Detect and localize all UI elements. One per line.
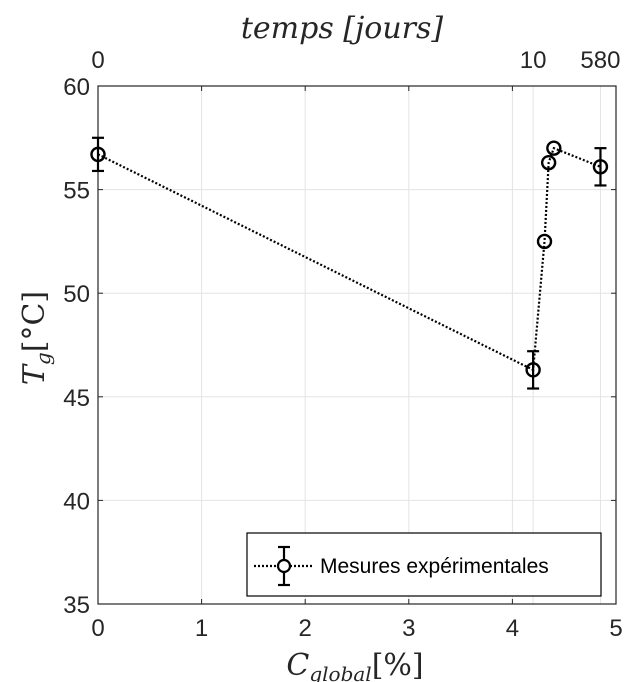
- y-tick-label-3: 50: [63, 281, 90, 308]
- y-axis-label-sub: g: [31, 352, 55, 365]
- y-tick-label-5: 60: [63, 74, 90, 101]
- data-point-0: [90, 146, 106, 163]
- x-tick-label-1: 1: [195, 615, 208, 642]
- plot-border: [97, 85, 617, 605]
- y-tick-label-0: 35: [63, 592, 90, 619]
- data-point-2: [536, 233, 553, 250]
- top-tick-label-2: 580: [580, 47, 620, 74]
- data-point-1: [525, 362, 541, 378]
- top-tick-label-1: 10: [520, 47, 547, 74]
- data-point-5: [592, 159, 609, 175]
- x-tick-label-4: 4: [506, 615, 519, 642]
- y-tick-label-2: 45: [63, 385, 90, 412]
- x-tick-label-5: 5: [609, 615, 622, 642]
- top-axis-label: temps [jours]: [241, 11, 444, 46]
- legend-entry: Mesures expérimentales: [320, 555, 549, 578]
- series: [90, 136, 609, 390]
- x-axis-label: Cglobal[%]: [286, 648, 423, 682]
- legend: Mesures expérimentales: [246, 532, 602, 597]
- x-axis-label-main: C: [286, 648, 309, 682]
- y-tick-label-4: 55: [63, 178, 90, 205]
- y-axis-label-unit: [°C]: [17, 291, 52, 352]
- grid: [98, 86, 616, 604]
- x-axis-label-unit: [%]: [372, 648, 424, 682]
- plot-frame: [97, 85, 617, 605]
- data-point-4: [546, 140, 562, 156]
- data-point-3: [540, 154, 557, 171]
- legend-box: [246, 532, 602, 597]
- x-tick-label-2: 2: [299, 615, 312, 642]
- x-tick-label-0: 0: [91, 615, 104, 642]
- legend-marker: [276, 558, 292, 574]
- series-line-0: [97, 146, 601, 372]
- top-tick-label-0: 0: [91, 47, 104, 74]
- y-axis-label: Tg[°C]: [17, 291, 55, 385]
- y-tick-label-1: 40: [63, 488, 90, 515]
- y-axis-label-main: T: [17, 363, 52, 385]
- x-axis-label-sub: global: [309, 662, 371, 682]
- x-tick-label-3: 3: [402, 615, 415, 642]
